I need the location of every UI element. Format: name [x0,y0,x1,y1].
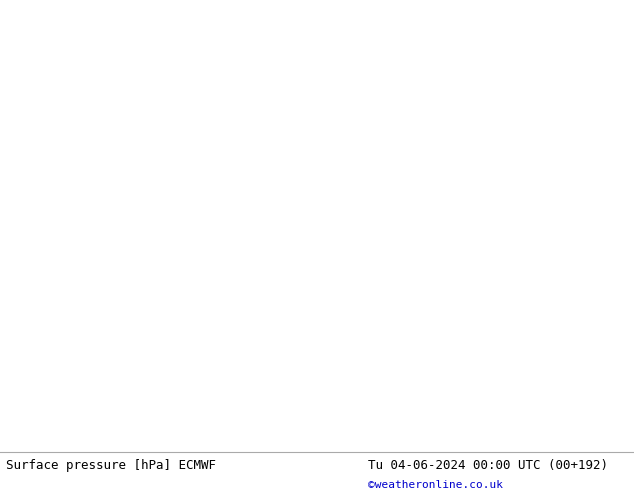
Text: Tu 04-06-2024 00:00 UTC (00+192): Tu 04-06-2024 00:00 UTC (00+192) [368,459,608,472]
Text: ©weatheronline.co.uk: ©weatheronline.co.uk [368,480,503,490]
Text: Surface pressure [hPa] ECMWF: Surface pressure [hPa] ECMWF [6,459,216,472]
